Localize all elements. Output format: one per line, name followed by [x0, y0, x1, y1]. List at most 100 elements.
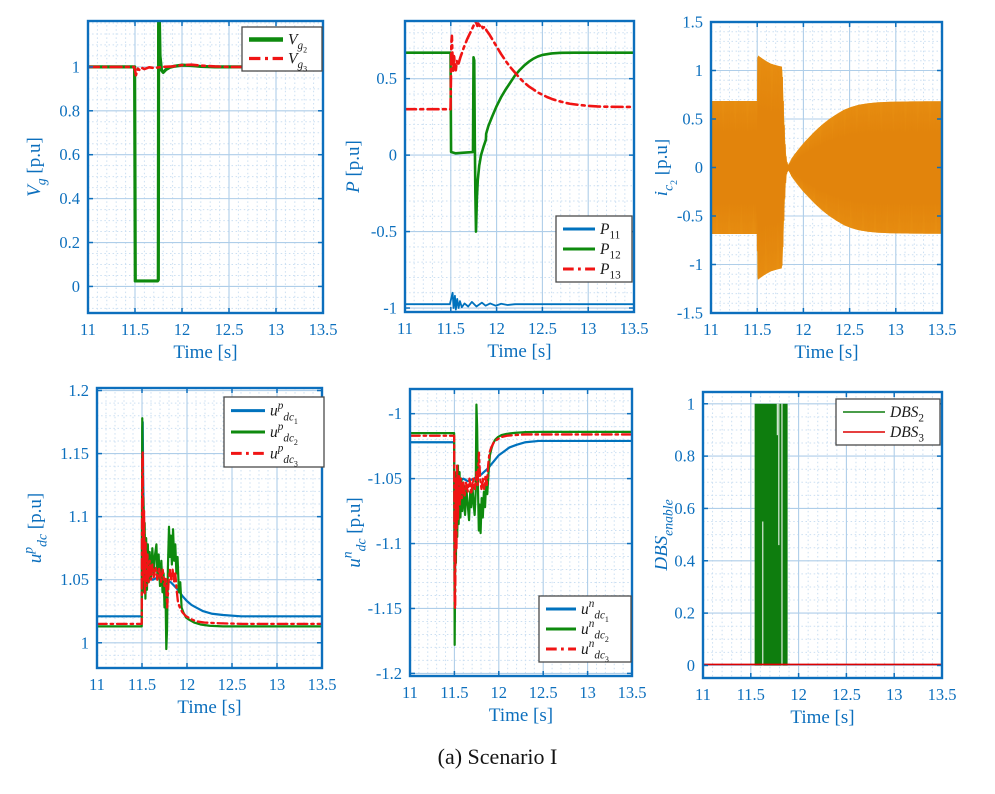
chart-udcn-ylabel: undc [p.u] — [345, 497, 369, 567]
svg-text:1: 1 — [72, 57, 80, 76]
chart-vg-minor-grid — [88, 21, 323, 313]
svg-text:0.4: 0.4 — [674, 551, 695, 570]
svg-text:12: 12 — [179, 675, 196, 694]
svg-text:12.5: 12.5 — [529, 683, 558, 702]
chart-udcp-plot: 11 11.5 12 12.5 13 13.5 1 1.05 1.1 1.15 1.2 Time [s… — [21, 381, 337, 718]
chart-ic-xlabel: Time [s] — [794, 342, 858, 363]
chart-udcn-series-udc3n — [410, 433, 632, 610]
svg-text:-1.05: -1.05 — [368, 469, 402, 488]
svg-text:1.5: 1.5 — [682, 13, 703, 32]
chart-udcn-axes — [408, 387, 634, 678]
chart-dbs-minor-grid — [703, 392, 942, 678]
chart-vg-legend-label-1: Vg3 — [288, 51, 307, 74]
svg-text:1.05: 1.05 — [60, 570, 89, 589]
chart-grid-voltage: 11 11.5 12 12.5 13 13.5 0 0.2 0.4 0.6 0.8 1 Time [s]… — [0, 0, 345, 366]
svg-text:1: 1 — [695, 61, 703, 80]
chart-udcn-legend-label-0: undc1 — [581, 598, 609, 624]
svg-text:13.5: 13.5 — [308, 675, 337, 694]
chart-ic-ylabel: ic2 [p.u] — [655, 139, 680, 196]
svg-text:-1: -1 — [689, 255, 703, 274]
chart-dbs-axes — [701, 390, 944, 680]
svg-text:0.4: 0.4 — [59, 189, 80, 208]
svg-text:11: 11 — [89, 675, 105, 694]
svg-text:0.2: 0.2 — [674, 604, 695, 623]
chart-p-series-P12 — [405, 51, 634, 233]
svg-text:-1.5: -1.5 — [677, 304, 703, 323]
svg-text:-0.5: -0.5 — [677, 207, 703, 226]
chart-vg-xlabel: Time [s] — [173, 342, 237, 363]
chart-udcp-axes — [95, 386, 324, 670]
chart-udcp-series-udc3p — [97, 451, 322, 626]
svg-text:12.5: 12.5 — [215, 320, 244, 339]
svg-text:1: 1 — [687, 394, 695, 413]
svg-text:12: 12 — [488, 319, 505, 338]
chart-p-series-P11 — [405, 291, 634, 311]
svg-text:0.8: 0.8 — [674, 447, 695, 466]
chart-dbs-plot: 11 11.5 12 12.5 13 13.5 0 0.2 0.4 0.6 0.8 1 Time [s]… — [655, 390, 956, 726]
chart-vg-axes — [86, 19, 325, 315]
svg-text:12.5: 12.5 — [528, 319, 557, 338]
chart-udcp-xlabel: Time [s] — [177, 697, 241, 718]
svg-text:11.5: 11.5 — [737, 685, 765, 704]
chart-dbs-series — [703, 403, 942, 666]
svg-text:11.5: 11.5 — [743, 320, 771, 339]
svg-text:12.5: 12.5 — [832, 685, 861, 704]
chart-p-series — [405, 21, 634, 311]
chart-udcn-legend-label-1: undc2 — [581, 618, 609, 644]
svg-text:11.5: 11.5 — [437, 319, 465, 338]
svg-text:13.5: 13.5 — [309, 320, 338, 339]
svg-text:-0.5: -0.5 — [371, 222, 397, 241]
svg-text:11.5: 11.5 — [128, 675, 156, 694]
svg-text:0.6: 0.6 — [59, 145, 80, 164]
svg-text:0.2: 0.2 — [59, 233, 80, 252]
chart-dbs-tick-labels: 11 11.5 12 12.5 13 13.5 0 0.2 0.4 0.6 0.8 1 Time [s]… — [655, 394, 956, 726]
svg-text:-1.1: -1.1 — [376, 534, 402, 553]
svg-text:-1: -1 — [388, 404, 402, 423]
chart-vg-tick-labels: 11 11.5 12 12.5 13 13.5 0 0.2 0.4 0.6 0.8 1 Time [s]… — [24, 57, 337, 363]
svg-text:1: 1 — [81, 633, 89, 652]
chart-dbs-ylabel: DBSenable — [655, 499, 676, 571]
svg-text:0.6: 0.6 — [674, 499, 695, 518]
chart-p-plot: 11 11.5 12 12.5 13 13.5 -1 -0.5 0 0.5 Time [s] P [p… — [345, 19, 648, 362]
svg-text:12: 12 — [491, 683, 508, 702]
svg-text:0: 0 — [389, 146, 397, 165]
chart-p-tick-labels: 11 11.5 12 12.5 13 13.5 -1 -0.5 0 0.5 Time [s] P [p… — [345, 69, 648, 362]
svg-text:11: 11 — [703, 320, 719, 339]
chart-vg-legend-label-0: Vg2 — [288, 32, 307, 55]
svg-text:0.5: 0.5 — [376, 69, 397, 88]
svg-text:12.5: 12.5 — [835, 320, 864, 339]
svg-text:11: 11 — [80, 320, 96, 339]
svg-text:11.5: 11.5 — [121, 320, 149, 339]
chart-ic-series — [711, 55, 942, 280]
chart-udcp-legend-label-1: updc2 — [270, 421, 298, 447]
svg-text:13: 13 — [886, 685, 903, 704]
chart-dbs-legend-label-0: DBS2 — [889, 404, 924, 425]
svg-text:11: 11 — [695, 685, 711, 704]
svg-text:1.15: 1.15 — [60, 444, 89, 463]
svg-text:13: 13 — [268, 320, 285, 339]
chart-dbs-series-DBS2 — [754, 403, 788, 666]
svg-text:13: 13 — [269, 675, 286, 694]
chart-dc-voltage-positive: 11 11.5 12 12.5 13 13.5 1 1.05 1.1 1.15 1.2 Time [s… — [0, 370, 345, 726]
svg-text:13: 13 — [580, 319, 597, 338]
svg-text:1.2: 1.2 — [68, 381, 89, 400]
svg-text:0.8: 0.8 — [59, 101, 80, 120]
chart-udcn-xlabel: Time [s] — [489, 705, 553, 726]
chart-udcp-ylabel: updc [p.u] — [21, 493, 50, 563]
svg-text:12: 12 — [795, 320, 812, 339]
chart-vg-series — [88, 21, 323, 283]
svg-text:13.5: 13.5 — [928, 685, 957, 704]
figure-caption: (a) Scenario I — [437, 744, 558, 769]
chart-p-series-P13 — [405, 21, 634, 111]
svg-text:1.1: 1.1 — [68, 507, 89, 526]
chart-udcn-series-udc1n — [410, 439, 632, 623]
svg-text:0.5: 0.5 — [682, 110, 703, 129]
svg-text:13.5: 13.5 — [620, 319, 649, 338]
chart-ic-carrier-wave — [711, 55, 942, 280]
chart-p-legend-label-2: P13 — [599, 261, 621, 282]
